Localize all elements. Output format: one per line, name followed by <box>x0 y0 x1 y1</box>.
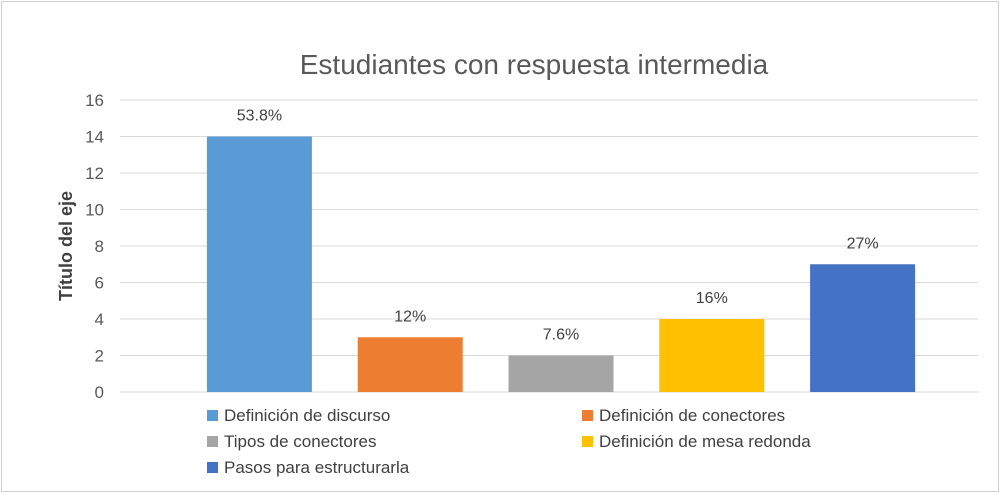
legend-swatch <box>582 436 593 447</box>
y-tick-label: 14 <box>85 128 104 147</box>
legend-label: Definición de discurso <box>224 406 390 425</box>
legend-swatch <box>207 436 218 447</box>
legend-label: Pasos para estructurarla <box>224 458 410 477</box>
y-tick-label: 2 <box>95 347 104 366</box>
data-label: 27% <box>847 235 879 252</box>
y-tick-label: 10 <box>85 201 104 220</box>
data-label: 16% <box>696 290 728 307</box>
data-label: 12% <box>394 308 426 325</box>
chart-title: Estudiantes con respuesta intermedia <box>300 49 769 80</box>
y-tick-layer: 0 2 4 6 8 10 12 14 16 <box>85 91 104 402</box>
legend-swatch <box>582 410 593 421</box>
y-tick-label: 0 <box>95 383 104 402</box>
y-tick-label: 4 <box>95 310 104 329</box>
y-axis-label: Título del eje <box>56 191 76 301</box>
bar <box>659 319 765 392</box>
legend-label: Definición de mesa redonda <box>599 432 811 451</box>
legend: Definición de discurso Definición de cone… <box>207 406 811 477</box>
legend-label: Definición de conectores <box>599 406 785 425</box>
y-tick-label: 8 <box>95 237 104 256</box>
data-label: 7.6% <box>543 327 579 344</box>
legend-swatch <box>207 410 218 421</box>
y-tick-label: 6 <box>95 274 104 293</box>
bar <box>357 337 463 392</box>
y-tick-label: 16 <box>85 91 104 110</box>
legend-label: Tipos de conectores <box>224 432 376 451</box>
bar <box>508 355 614 392</box>
data-label: 53.8% <box>237 108 282 125</box>
bar-layer <box>206 136 916 392</box>
legend-swatch <box>207 462 218 473</box>
bar <box>810 264 916 392</box>
bar <box>206 136 312 392</box>
data-label-layer: 53.8% 12% 7.6% 16% 27% <box>237 108 879 344</box>
y-tick-label: 12 <box>85 164 104 183</box>
